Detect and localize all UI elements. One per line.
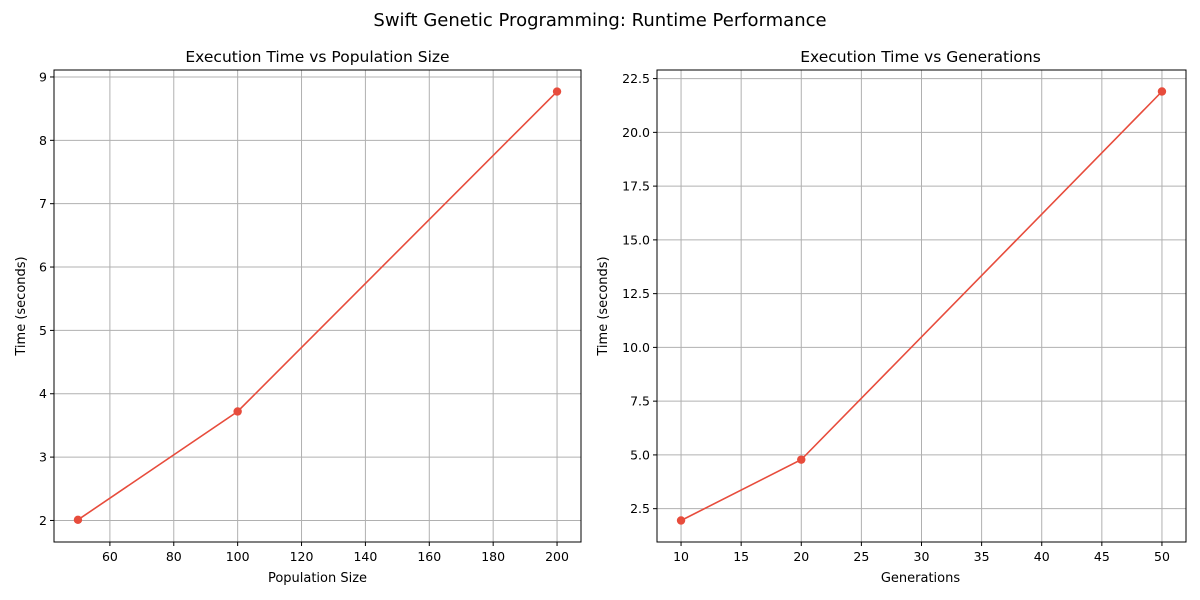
x-axis-label: Population Size — [268, 571, 367, 586]
x-tick-label: 160 — [417, 549, 441, 564]
grid — [657, 70, 1186, 542]
x-tick-label: 20 — [793, 549, 809, 564]
data-layer — [73, 87, 562, 525]
y-tick-label: 20.0 — [622, 125, 650, 140]
x-tick-label: 45 — [1094, 549, 1110, 564]
y-tick-label: 5 — [39, 323, 47, 338]
x-tick-label: 120 — [290, 549, 314, 564]
data-point — [233, 407, 242, 416]
data-layer — [676, 87, 1167, 525]
x-tick-label: 50 — [1154, 549, 1170, 564]
data-point — [1157, 87, 1167, 96]
x-tick-label: 100 — [226, 549, 250, 564]
x-tick-label: 180 — [481, 549, 505, 564]
data-point — [552, 87, 562, 96]
grid — [54, 70, 581, 542]
subplot-title: Execution Time vs Population Size — [185, 48, 449, 66]
x-axis-label: Generations — [881, 571, 961, 586]
y-tick-label: 8 — [39, 133, 47, 148]
subplot-generations: Execution Time vs Generations 10 15 20 25 30… — [596, 48, 1187, 586]
y-tick-label: 2.5 — [630, 501, 650, 516]
x-tick-label: 200 — [545, 549, 569, 564]
x-tick-label: 25 — [853, 549, 869, 564]
figure-suptitle: Swift Genetic Programming: Runtime Perfo… — [373, 10, 826, 31]
y-tick-label: 12.5 — [622, 286, 650, 301]
y-tick-label: 15.0 — [622, 232, 650, 247]
y-tick-label: 10.0 — [622, 340, 650, 355]
x-tick-label: 35 — [974, 549, 990, 564]
subplot-population: Execution Time vs Population Size 60 80 10… — [14, 48, 582, 586]
y-axis-label: Time (seconds) — [596, 256, 611, 356]
y-tick-label: 17.5 — [622, 179, 650, 194]
subplot-title: Execution Time vs Generations — [800, 48, 1041, 66]
x-tick-label: 10 — [673, 549, 689, 564]
x-tick-label: 30 — [914, 549, 930, 564]
axes-frame — [53, 69, 582, 543]
data-point — [676, 516, 686, 525]
x-tick-label: 60 — [102, 549, 118, 564]
y-tick-label: 9 — [39, 69, 47, 84]
y-tick-label: 5.0 — [630, 447, 650, 462]
y-tick-label: 4 — [39, 386, 47, 401]
tick-layer: 10 15 20 25 30 35 40 45 50 2.5 5.0 7.5 10.0 12.5 15.0 1… — [622, 71, 1170, 564]
y-tick-label: 6 — [39, 260, 47, 275]
x-tick-label: 15 — [733, 549, 749, 564]
data-point — [73, 515, 83, 525]
tick-layer: 60 80 100 120 140 160 180 200 2 3 4 5 6 7 8 9 — [39, 69, 569, 564]
series-line — [77, 90, 558, 521]
y-tick-label: 2 — [39, 513, 47, 528]
x-tick-label: 140 — [353, 549, 377, 564]
y-tick-label: 22.5 — [622, 71, 650, 86]
data-point — [797, 455, 806, 464]
x-tick-label: 80 — [166, 549, 182, 564]
y-tick-label: 7 — [39, 196, 47, 211]
x-tick-label: 40 — [1034, 549, 1050, 564]
y-tick-label: 3 — [39, 450, 47, 465]
y-tick-label: 7.5 — [630, 394, 650, 409]
y-axis-label: Time (seconds) — [14, 256, 29, 356]
